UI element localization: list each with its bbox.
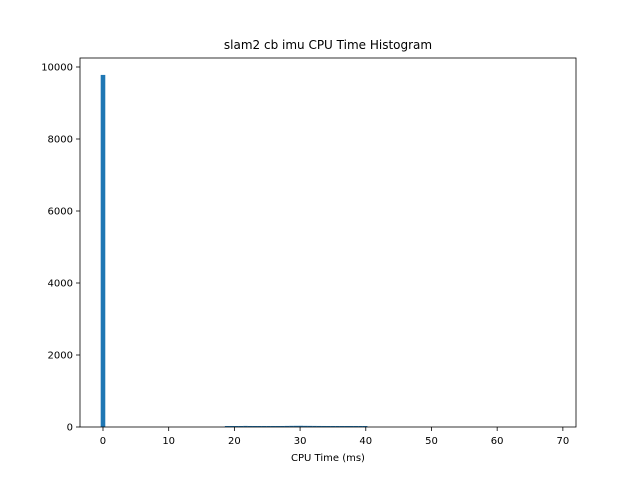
histogram-bar (270, 426, 276, 427)
histogram-bar (234, 426, 239, 427)
x-tick-label: 60 (491, 436, 504, 447)
y-tick-label: 4000 (48, 279, 73, 290)
x-tick-label: 70 (556, 436, 569, 447)
histogram-bar (358, 426, 363, 427)
histogram-bar (280, 425, 285, 427)
y-tick-label: 10000 (41, 63, 73, 74)
y-tick-label: 2000 (48, 351, 73, 362)
histogram-bar (326, 426, 331, 427)
histogram-bar (247, 425, 253, 427)
histogram-bar (330, 426, 336, 427)
y-tick-label: 8000 (48, 135, 73, 146)
histogram-bar (339, 426, 345, 427)
histogram-bar (229, 426, 235, 427)
histogram-bar (316, 425, 322, 427)
histogram-bar (321, 425, 327, 427)
histogram-bar (275, 426, 281, 427)
histogram-bar (284, 425, 290, 427)
histogram-bar (298, 425, 304, 427)
histogram-bar (100, 74, 106, 428)
histogram-bar (307, 425, 313, 427)
plot-area-frame (79, 57, 577, 428)
x-tick-label: 40 (359, 436, 372, 447)
histogram-bar (224, 426, 230, 427)
x-tick-label: 10 (162, 436, 175, 447)
histogram-bar (293, 425, 299, 427)
x-axis: 0 10 20 30 40 50 60 70 (100, 427, 569, 447)
histogram-bars (100, 74, 368, 428)
histogram-bar (243, 425, 248, 427)
histogram-bar (261, 426, 267, 427)
chart-title: slam2 cb imu CPU Time Histogram (224, 38, 432, 52)
y-axis: 0 2000 4000 6000 8000 10000 (41, 63, 80, 434)
y-tick-label: 6000 (48, 207, 73, 218)
histogram-bar (238, 426, 244, 427)
x-tick-label: 20 (228, 436, 241, 447)
x-tick-label: 30 (294, 436, 307, 447)
histogram-bar (257, 426, 262, 427)
histogram-bar (362, 426, 368, 427)
histogram-bar (335, 426, 340, 427)
histogram-bar (252, 426, 258, 427)
y-tick-label: 0 (67, 423, 73, 434)
histogram-bar (266, 426, 271, 427)
x-axis-label: CPU Time (ms) (291, 453, 365, 464)
histogram-bar (303, 425, 308, 427)
histogram-bar (349, 426, 354, 427)
histogram-bar (312, 425, 317, 427)
histogram-bar (344, 426, 350, 427)
histogram-bar (353, 426, 359, 427)
x-tick-label: 0 (100, 436, 106, 447)
x-tick-label: 50 (425, 436, 438, 447)
histogram-bar (289, 425, 294, 427)
